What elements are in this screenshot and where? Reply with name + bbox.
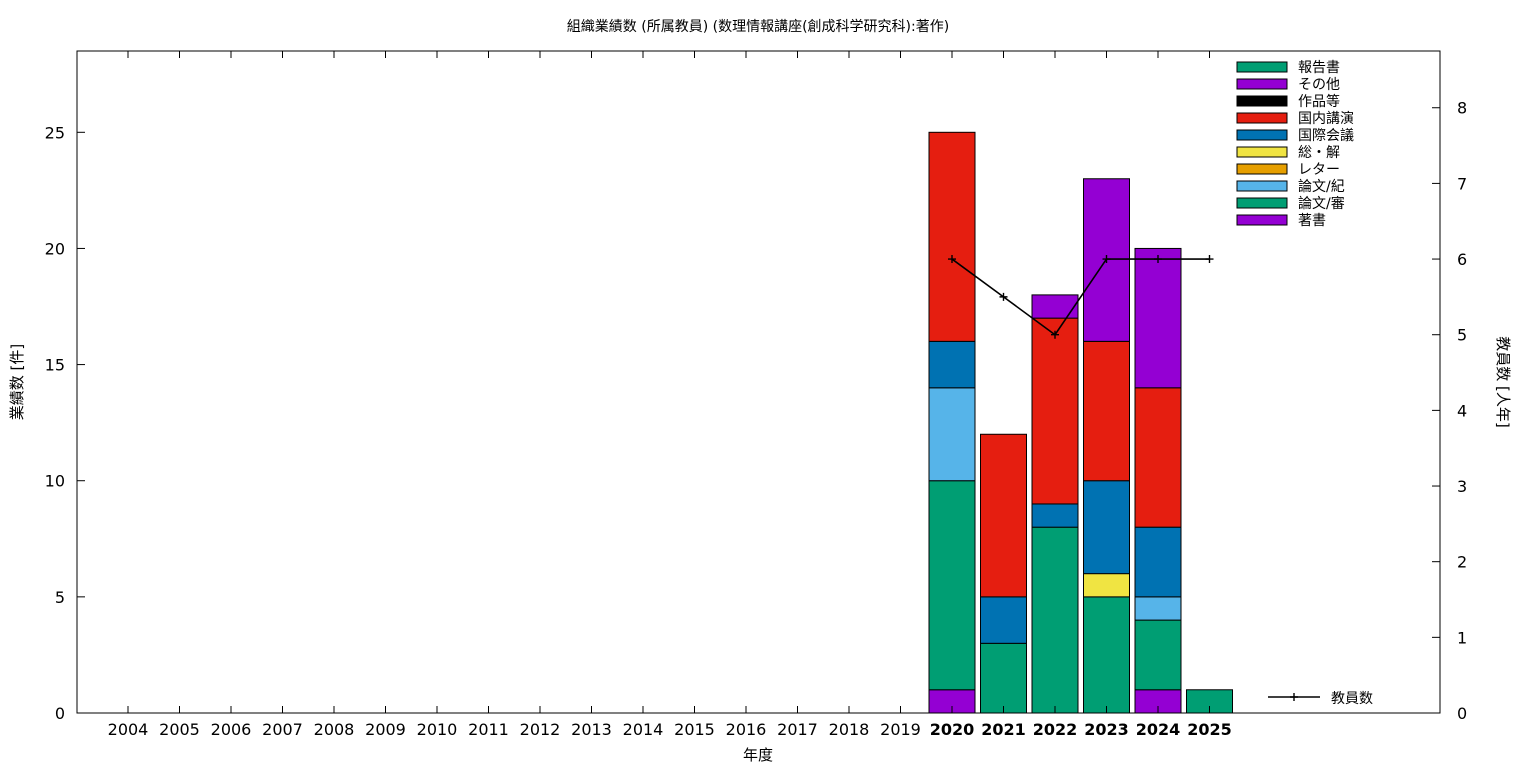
x-tick-label: 2005 <box>159 720 200 739</box>
bar-segment <box>1134 387 1182 528</box>
y-tick-label: 20 <box>45 239 65 258</box>
legend-swatch <box>1236 129 1288 141</box>
teacher-count-point <box>1205 255 1214 264</box>
legend-swatch <box>1236 214 1288 226</box>
bar-segment <box>1083 573 1130 598</box>
bars-layer <box>928 131 1233 714</box>
y2-axis-label: 教員数 [人年] <box>1494 336 1512 427</box>
x-tick-label: 2019 <box>880 720 921 739</box>
x-tick-label: 2009 <box>365 720 406 739</box>
teacher-count-line <box>948 255 1214 339</box>
bar-segment <box>928 480 976 691</box>
bar-segment <box>928 131 976 342</box>
bar-segment <box>980 596 1027 644</box>
bar-segment <box>1134 526 1182 598</box>
y2-tick-label: 6 <box>1457 250 1467 269</box>
bar-segment <box>1083 480 1130 575</box>
teacher-count-point <box>999 292 1008 301</box>
legend-swatch <box>1236 146 1288 158</box>
x-tick-label: 2014 <box>623 720 664 739</box>
bar-segment <box>1031 294 1079 319</box>
legend-swatch <box>1236 112 1288 124</box>
x-tick-label: 2025 <box>1187 720 1232 739</box>
x-tick-label: 2018 <box>829 720 870 739</box>
y2-tick-label: 1 <box>1457 628 1467 647</box>
bar-segment <box>928 387 976 482</box>
teacher-count-point <box>1102 255 1111 264</box>
x-tick-label: 2016 <box>726 720 767 739</box>
legend-label: 著書 <box>1298 213 1326 229</box>
legend-label: レター <box>1298 162 1340 178</box>
bar-segment <box>1083 596 1130 714</box>
legend-label: 総・解 <box>1298 145 1340 161</box>
legend-label: 国内講演 <box>1298 111 1354 127</box>
x-tick-label: 2011 <box>468 720 509 739</box>
bar-segment <box>1083 340 1130 482</box>
legend-label: 論文/審 <box>1298 196 1345 212</box>
y-tick-label: 10 <box>45 472 65 491</box>
x-tick-label: 2012 <box>520 720 561 739</box>
x-tick-label: 2008 <box>314 720 355 739</box>
x-tick-label: 2015 <box>674 720 715 739</box>
teacher-count-polyline <box>951 258 1210 336</box>
y2-tick-label: 2 <box>1457 553 1467 572</box>
legend-line-label: 教員数 <box>1331 691 1373 707</box>
y2-tick-label: 7 <box>1457 174 1467 193</box>
legend-label: 作品等 <box>1298 93 1340 110</box>
x-tick-label: 2020 <box>930 720 975 739</box>
y2-tick-label: 3 <box>1457 477 1467 496</box>
y-axis-label: 業績数 [件] <box>8 344 26 420</box>
x-tick-label: 2010 <box>417 720 458 739</box>
legend-swatch <box>1236 180 1288 192</box>
legend-swatch <box>1236 95 1288 107</box>
teacher-count-point <box>948 255 956 264</box>
legend-swatch <box>1236 61 1288 73</box>
legend-label: その他 <box>1298 77 1340 93</box>
x-tick-label: 2017 <box>777 720 818 739</box>
legend-swatch <box>1236 197 1288 209</box>
bar-segment <box>928 340 976 389</box>
legend-label: 論文/紀 <box>1298 179 1345 195</box>
y2-tick-label: 8 <box>1457 99 1467 118</box>
x-tick-label: 2021 <box>981 720 1026 739</box>
y-tick-label: 0 <box>55 704 65 723</box>
bar-segment <box>980 642 1027 714</box>
bar-segment <box>1134 619 1182 691</box>
x-tick-label: 2023 <box>1084 720 1129 739</box>
plot-frame <box>76 50 1441 714</box>
x-tick-label: 2022 <box>1033 720 1078 739</box>
bar-segment <box>1134 596 1182 621</box>
y2-tick-label: 5 <box>1457 326 1467 345</box>
bar-segment <box>1031 526 1079 714</box>
legend-label: 国際会議 <box>1298 127 1354 144</box>
x-axis-label: 年度 <box>743 746 773 764</box>
x-tick-label: 2004 <box>108 720 149 739</box>
y-tick-label: 15 <box>45 356 65 375</box>
y2-tick-label: 4 <box>1457 401 1467 420</box>
bar-segment <box>1134 247 1182 389</box>
legend-line-marker <box>1290 693 1298 701</box>
x-tick-label: 2006 <box>211 720 252 739</box>
legend-swatch <box>1236 78 1288 90</box>
x-tick-label: 2024 <box>1136 720 1181 739</box>
teacher-count-point <box>1154 255 1162 264</box>
legend-label: 報告書 <box>1298 60 1340 76</box>
y2-tick-label: 0 <box>1457 704 1467 723</box>
y-tick-label: 25 <box>45 123 65 142</box>
y-tick-label: 5 <box>55 588 65 607</box>
legend-swatch <box>1236 163 1288 175</box>
bar-segment <box>1031 503 1079 528</box>
teacher-count-point <box>1051 330 1059 339</box>
chart-title: 組織業績数 (所属教員) (数理情報講座(創成科学研究科):著作) <box>567 19 949 35</box>
x-tick-label: 2007 <box>262 720 303 739</box>
x-tick-label: 2013 <box>571 720 612 739</box>
bar-segment <box>1031 317 1079 505</box>
bar-segment <box>980 433 1027 598</box>
